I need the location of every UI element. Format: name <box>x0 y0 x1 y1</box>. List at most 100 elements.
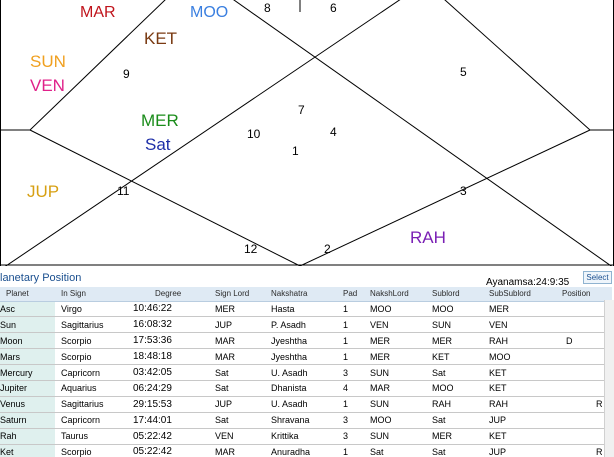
signlord-cell: MAR <box>209 444 265 457</box>
pad-cell: 1 <box>337 396 364 413</box>
col-header[interactable]: Pad <box>337 287 364 302</box>
col-header[interactable]: Planet <box>0 287 55 302</box>
degree-cell: 03:42:05 <box>131 364 209 381</box>
pad-cell: 4 <box>337 380 364 397</box>
house-number: 3 <box>460 184 467 198</box>
degree-cell: 16:08:32 <box>131 316 209 334</box>
nakshlord-cell: Sat <box>364 444 426 457</box>
nakshlord-cell: MER <box>364 348 426 366</box>
house-number: 9 <box>123 67 130 81</box>
table-row[interactable]: Moon Scorpio 17:53:36 MAR Jyeshtha 1 MER MER RAH… <box>0 332 612 350</box>
planet-cell: Asc <box>0 301 55 318</box>
planet-jup: JUP <box>27 182 60 201</box>
planet-sat: Sat <box>145 135 171 154</box>
sign-cell: Capricorn <box>55 364 131 381</box>
select-button[interactable]: Select <box>583 271 612 284</box>
nakshatra-cell: Shravana <box>265 412 337 429</box>
table-row[interactable]: Jupiter Aquarius 06:24:29 Sat Dhanista 4 MAR MO… <box>0 380 612 397</box>
table-row[interactable]: Mercury Capricorn 03:42:05 Sat U. Asadh 3 SUN S… <box>0 364 612 381</box>
planet-cell: Rah <box>0 428 55 445</box>
position-cell <box>556 301 612 318</box>
signlord-cell: MAR <box>209 332 265 350</box>
planet-ven: VEN <box>30 76 65 95</box>
nakshlord-cell: SUN <box>364 396 426 413</box>
sign-cell: Virgo <box>55 301 131 318</box>
house-number: 11 <box>117 184 130 198</box>
pad-cell: 1 <box>337 301 364 318</box>
nakshlord-cell: MER <box>364 332 426 350</box>
nakshlord-cell: MAR <box>364 380 426 397</box>
position-cell: D <box>556 332 612 350</box>
pad-cell: 1 <box>337 316 364 334</box>
planet-table: Planet In Sign Degree Sign Lord Nakshatr… <box>0 287 612 457</box>
col-header[interactable]: In Sign <box>55 287 131 302</box>
sign-cell: Aquarius <box>55 380 131 397</box>
col-header[interactable]: Nakshatra <box>265 287 337 302</box>
house-number: 10 <box>247 127 261 141</box>
position-cell <box>556 348 612 366</box>
nakshlord-cell: SUN <box>364 364 426 381</box>
nakshlord-cell: VEN <box>364 316 426 334</box>
table-row[interactable]: Mars Scorpio 18:48:18 MAR Jyeshtha 1 MER KET MOO <box>0 348 612 366</box>
panel-title: lanetary Position <box>0 270 614 286</box>
degree-cell: 18:48:18 <box>131 348 209 366</box>
table-row[interactable]: Ket Scorpio 05:22:42 MAR Anuradha 1 Sat Sat JUP R <box>0 444 612 457</box>
pad-cell: 1 <box>337 332 364 350</box>
planet-cell: Venus <box>0 396 55 413</box>
subsublord-cell: VEN <box>483 316 556 334</box>
col-header[interactable]: SubSublord <box>483 287 556 302</box>
subsublord-cell: KET <box>483 364 556 381</box>
signlord-cell: Sat <box>209 380 265 397</box>
col-header[interactable]: Sign Lord <box>209 287 265 302</box>
degree-cell: 05:22:42 <box>131 444 209 457</box>
planet-sun: SUN <box>30 52 66 71</box>
degree-cell: 10:46:22 <box>131 301 209 318</box>
table-row[interactable]: Venus Sagittarius 29:15:53 JUP U. Asadh 1 SUN R… <box>0 396 612 413</box>
table-row[interactable]: Rah Taurus 05:22:42 VEN Krittika 3 SUN MER KET <box>0 428 612 445</box>
pad-cell: 1 <box>337 348 364 366</box>
sublord-cell: MER <box>426 428 483 445</box>
signlord-cell: Sat <box>209 412 265 429</box>
sign-cell: Capricorn <box>55 412 131 429</box>
col-header[interactable]: Sublord <box>426 287 483 302</box>
planet-mar: MAR <box>80 4 116 21</box>
planet-cell: Sun <box>0 316 55 334</box>
signlord-cell: VEN <box>209 428 265 445</box>
planet-mer: MER <box>141 111 179 130</box>
planet-cell: Moon <box>0 332 55 350</box>
position-cell <box>556 412 612 429</box>
degree-cell: 17:53:36 <box>131 332 209 350</box>
col-header[interactable]: Degree <box>131 287 209 302</box>
table-row[interactable]: Sun Sagittarius 16:08:32 JUP P. Asadh 1 VEN SUN… <box>0 316 612 334</box>
house-number: 2 <box>324 242 331 256</box>
pad-cell: 3 <box>337 412 364 429</box>
table-row[interactable]: Saturn Capricorn 17:44:01 Sat Shravana 3 MOO Sa… <box>0 412 612 429</box>
nakshlord-cell: SUN <box>364 428 426 445</box>
planet-ket: KET <box>144 29 178 48</box>
vertical-scrollbar[interactable] <box>604 300 614 457</box>
chart-lines <box>0 0 614 266</box>
nakshatra-cell: Hasta <box>265 301 337 318</box>
sign-cell: Scorpio <box>55 348 131 366</box>
ayanamsa-label: Ayanamsa:24:9:35 <box>486 277 570 288</box>
nakshatra-cell: Dhanista <box>265 380 337 397</box>
position-cell <box>556 316 612 334</box>
col-header[interactable]: NakshLord <box>364 287 426 302</box>
nakshatra-cell: P. Asadh <box>265 316 337 334</box>
nakshatra-cell: U. Asadh <box>265 396 337 413</box>
sign-cell: Sagittarius <box>55 316 131 334</box>
planet-cell: Jupiter <box>0 380 55 397</box>
col-header[interactable]: Position <box>556 287 612 302</box>
signlord-cell: MAR <box>209 348 265 366</box>
planet-cell: Mars <box>0 348 55 366</box>
table-row[interactable]: Asc Virgo 10:46:22 MER Hasta 1 MOO MOO MER <box>0 301 612 318</box>
degree-cell: 29:15:53 <box>131 396 209 413</box>
position-cell <box>556 364 612 381</box>
sublord-cell: KET <box>426 348 483 366</box>
sublord-cell: MOO <box>426 301 483 318</box>
sign-cell: Scorpio <box>55 444 131 457</box>
house-number: 12 <box>244 242 258 256</box>
house-number: 7 <box>298 103 305 117</box>
sign-cell: Scorpio <box>55 332 131 350</box>
signlord-cell: JUP <box>209 316 265 334</box>
